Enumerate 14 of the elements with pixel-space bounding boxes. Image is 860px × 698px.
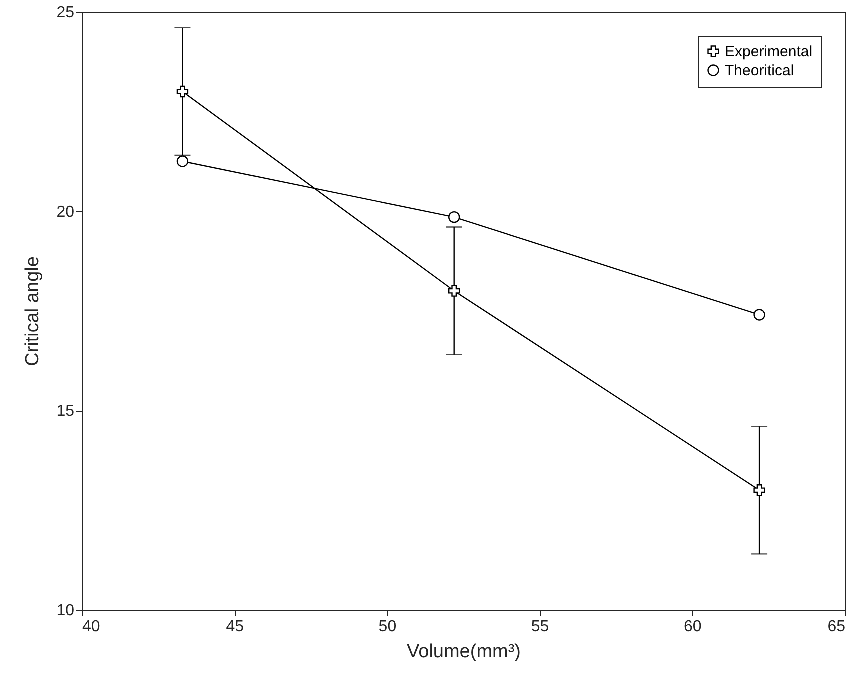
legend-label: Experimental: [725, 44, 813, 60]
x-axis-title: Volume(mm³): [406, 642, 522, 662]
y-tick-label: 25: [56, 4, 75, 22]
x-tick-label: 65: [828, 618, 846, 636]
x-tick-label: 50: [378, 618, 397, 636]
y-axis-title: Critical angle: [22, 256, 44, 366]
x-tick-label: 60: [684, 618, 702, 636]
x-tick-label: 55: [531, 618, 550, 636]
y-tick-label: 20: [56, 204, 75, 221]
x-tick-label: 45: [226, 618, 244, 636]
x-tick-label: 40: [82, 618, 100, 636]
y-tick-label: 15: [56, 403, 75, 420]
legend-label: Theoritical: [725, 62, 794, 80]
y-tick-label: 10: [56, 602, 75, 620]
